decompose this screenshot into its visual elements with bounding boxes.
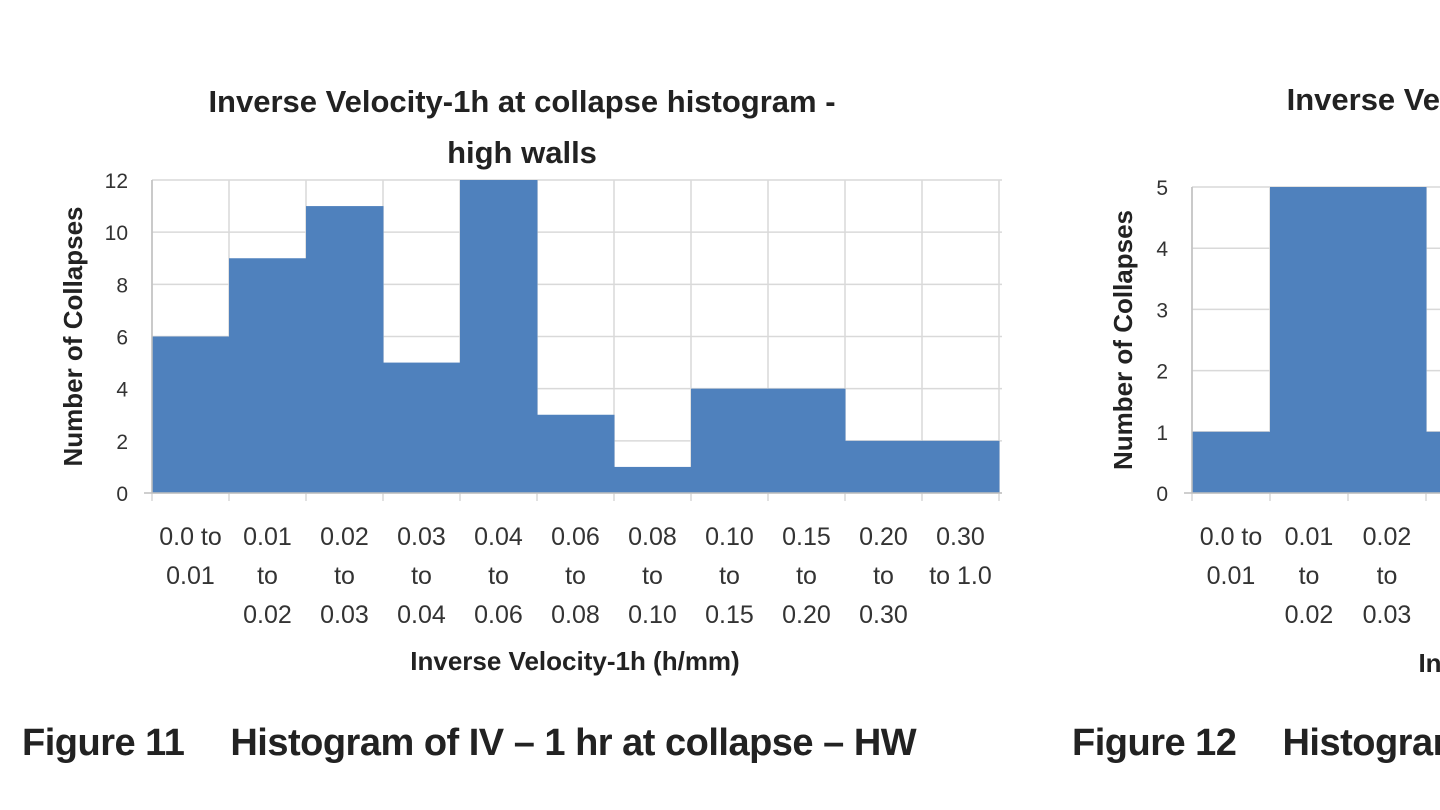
x-tick-label: to: [796, 562, 817, 590]
histogram-bar: [306, 206, 384, 494]
figure-11-number: Figure 11: [22, 722, 185, 764]
y-tick-label: 0: [1156, 483, 1168, 506]
x-tick-label: 0.03: [320, 601, 369, 629]
x-tick-label: 0.04: [397, 601, 446, 629]
y-tick-label: 8: [116, 274, 128, 297]
x-tick-label: to: [719, 562, 740, 590]
y-tick-label: 1: [1156, 422, 1168, 445]
histogram-bar: [229, 258, 307, 493]
x-tick-label: 0.30: [859, 601, 908, 629]
x-tick-label: to 1.0: [929, 562, 992, 590]
x-tick-label: 0.03: [397, 523, 446, 551]
figure-12-text: Histogran: [1282, 722, 1440, 764]
x-tick-label: to: [642, 562, 663, 590]
x-tick-label: to: [1377, 562, 1398, 590]
x-tick-label: 0.01: [166, 562, 215, 590]
x-tick-label: to: [334, 562, 355, 590]
x-tick-label: to: [873, 562, 894, 590]
y-tick-label: 10: [105, 222, 128, 245]
x-axis-label: In: [1418, 648, 1440, 678]
figure-11-text: Histogram of IV – 1 hr at collapse – HW: [230, 722, 917, 764]
figure-12-caption: Figure 12 Histogran: [1072, 722, 1440, 765]
histogram-bar: [383, 362, 461, 493]
chart-title-line: Inverse Velocity-1h at collapse histogra…: [208, 84, 835, 119]
y-tick-label: 3: [1156, 299, 1168, 322]
x-tick-label: 0.02: [320, 523, 369, 551]
x-tick-label: to: [488, 562, 509, 590]
chart-title-line: Inverse Veloci: [1287, 82, 1440, 117]
y-tick-label: 2: [116, 431, 128, 454]
x-tick-label: 0.04: [474, 523, 523, 551]
x-tick-label: to: [411, 562, 432, 590]
x-tick-label: 0.10: [705, 523, 754, 551]
x-tick-label: 0.08: [551, 601, 600, 629]
histogram-bar: [845, 440, 923, 493]
x-tick-label: to: [565, 562, 586, 590]
figure-12-number: Figure 12: [1072, 722, 1237, 764]
histogram-bar: [1348, 187, 1427, 493]
x-tick-label: 0.01: [1207, 562, 1256, 590]
x-tick-label: 0.03: [1363, 601, 1412, 629]
y-tick-label: 0: [116, 483, 128, 506]
x-tick-label: 0.08: [628, 523, 677, 551]
histogram-bar: [152, 336, 230, 493]
chart-2: Inverse Veloci 0 1 2 3 4 5 0.0 to 0.01 0.01 to 0.02…: [1108, 82, 1440, 678]
figure-11-caption: Figure 11 Histogram of IV – 1 hr at colla…: [22, 722, 917, 765]
x-tick-label: 0.02: [243, 601, 292, 629]
x-tick-label: 0.02: [1363, 523, 1412, 551]
chart-title-line: high walls: [447, 135, 597, 170]
y-tick-label: 4: [116, 379, 128, 402]
histogram-bar: [1192, 431, 1271, 493]
histogram-bar: [460, 180, 538, 493]
x-tick-label: 0.06: [474, 601, 523, 629]
y-tick-label: 2: [1156, 361, 1168, 384]
histogram-bar: [922, 440, 1000, 493]
y-tick-label: 5: [1156, 177, 1168, 200]
x-tick-label: 0.15: [705, 601, 754, 629]
y-tick-label: 6: [116, 327, 128, 350]
x-tick-label: 0.10: [628, 601, 677, 629]
x-tick-label: to: [1299, 562, 1320, 590]
x-tick-label: 0.01: [1285, 523, 1334, 551]
x-tick-label: 0.20: [782, 601, 831, 629]
histogram-bar: [691, 388, 769, 493]
x-tick-label: 0.0 to: [159, 523, 222, 551]
y-axis-label: Number of Collapses: [1108, 210, 1138, 470]
x-tick-label: 0.30: [936, 523, 985, 551]
chart-1: Inverse Velocity-1h at collapse histogra…: [58, 84, 1002, 676]
y-axis-label: Number of Collapses: [58, 206, 88, 466]
y-tick-label: 4: [1156, 238, 1168, 261]
x-tick-label: 0.02: [1285, 601, 1334, 629]
x-tick-label: 0.06: [551, 523, 600, 551]
x-tick-label: to: [257, 562, 278, 590]
x-tick-label: 0.15: [782, 523, 831, 551]
y-tick-label: 12: [105, 170, 128, 193]
histogram-bar: [768, 388, 846, 493]
histogram-bar: [614, 466, 692, 493]
histogram-bar: [1270, 187, 1349, 493]
histogram-bar: [1426, 431, 1440, 493]
x-tick-label: 0.20: [859, 523, 908, 551]
x-axis-label: Inverse Velocity-1h (h/mm): [410, 646, 739, 676]
x-tick-label: 0.0 to: [1200, 523, 1263, 551]
histogram-bar: [537, 414, 615, 493]
x-tick-label: 0.01: [243, 523, 292, 551]
